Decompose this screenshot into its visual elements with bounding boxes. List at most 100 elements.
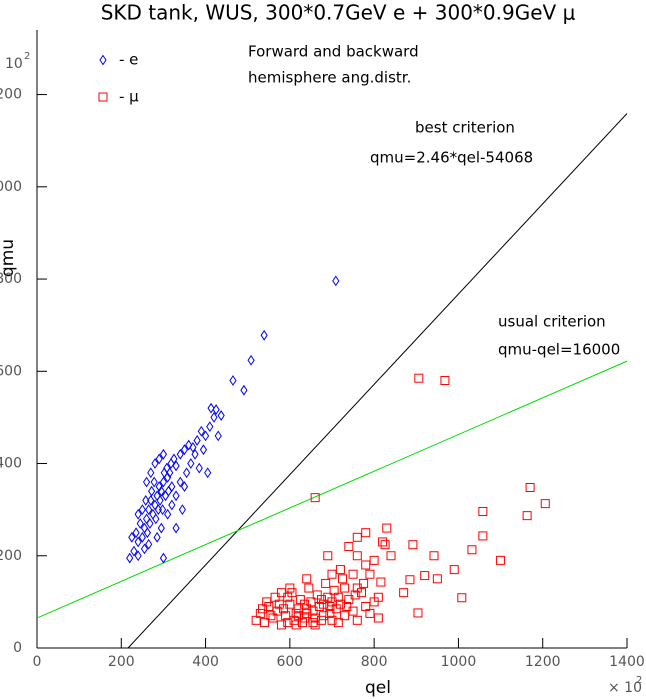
point [344, 542, 354, 552]
point [199, 444, 208, 456]
y-tick-label: 600 [0, 363, 22, 379]
point [142, 513, 151, 525]
point [373, 613, 383, 623]
point [361, 560, 371, 570]
point [183, 467, 191, 479]
point [340, 583, 350, 593]
point [163, 462, 171, 474]
point [420, 571, 430, 581]
point [325, 601, 335, 611]
point [206, 421, 214, 433]
point [240, 384, 248, 396]
point [302, 574, 312, 584]
y-multiplier: 10 [5, 56, 23, 72]
point [333, 592, 343, 602]
point [145, 538, 153, 550]
point [467, 545, 477, 555]
point [142, 495, 150, 506]
point [185, 439, 193, 451]
point [180, 444, 189, 456]
point [316, 595, 326, 605]
point [189, 441, 197, 453]
point [344, 595, 354, 605]
point [408, 540, 418, 550]
point [172, 490, 180, 502]
point [291, 608, 301, 618]
point [148, 485, 156, 497]
legend-label: - e [119, 51, 138, 69]
annotation: best criterion [415, 119, 515, 137]
x-tick-label: 400 [192, 654, 219, 670]
point [138, 531, 146, 543]
point [310, 620, 320, 630]
x-multiplier: × 10 [608, 680, 642, 696]
point [176, 448, 184, 460]
point [132, 527, 140, 539]
point [126, 552, 134, 564]
point [359, 578, 369, 588]
point [285, 583, 295, 593]
annotation: qmu=2.46*qel-54068 [370, 149, 533, 167]
point [191, 448, 199, 460]
point [152, 513, 160, 525]
point [399, 588, 409, 598]
point [386, 551, 396, 561]
point [157, 522, 165, 534]
point [540, 499, 550, 509]
y-tick-label: 800 [0, 271, 22, 287]
point [281, 611, 291, 621]
point [153, 531, 161, 543]
point [373, 592, 383, 602]
y-axis-label: qmu [0, 239, 18, 277]
legend-label: - μ [119, 88, 139, 106]
point [380, 540, 390, 550]
point [201, 430, 210, 442]
point [143, 527, 152, 539]
point [414, 373, 424, 383]
point [300, 613, 310, 623]
point [285, 599, 295, 609]
point [140, 543, 149, 555]
point [247, 354, 255, 366]
point [266, 611, 276, 621]
point [405, 575, 415, 585]
point [522, 511, 532, 521]
point [151, 458, 159, 469]
legend-marker [99, 54, 107, 66]
point [145, 504, 153, 516]
point [134, 508, 142, 520]
x-multiplier-exp: 2 [636, 675, 642, 686]
point [382, 523, 392, 533]
point [308, 606, 318, 616]
point [154, 504, 162, 516]
chart-title: SKD tank, WUS, 300*0.7GeV e + 300*0.9GeV… [101, 1, 576, 25]
point [365, 569, 375, 579]
point [157, 485, 165, 497]
point [172, 522, 180, 534]
point [147, 467, 155, 479]
x-tick-label: 1400 [609, 654, 645, 670]
point [197, 425, 205, 437]
point [168, 499, 176, 511]
point [302, 604, 312, 614]
point [168, 481, 176, 492]
point [229, 375, 237, 386]
point [429, 551, 439, 561]
point [308, 618, 318, 628]
point [478, 531, 488, 541]
point [176, 476, 184, 488]
point [333, 618, 343, 628]
point [274, 599, 284, 609]
point [159, 552, 168, 564]
point [210, 412, 218, 423]
point [130, 545, 138, 557]
point [128, 531, 136, 543]
x-tick-label: 800 [361, 654, 388, 670]
point [325, 608, 335, 618]
point [478, 506, 488, 516]
x-tick-label: 1200 [525, 654, 561, 670]
point [159, 476, 168, 488]
point [155, 481, 163, 492]
x-tick-label: 1000 [441, 654, 477, 670]
